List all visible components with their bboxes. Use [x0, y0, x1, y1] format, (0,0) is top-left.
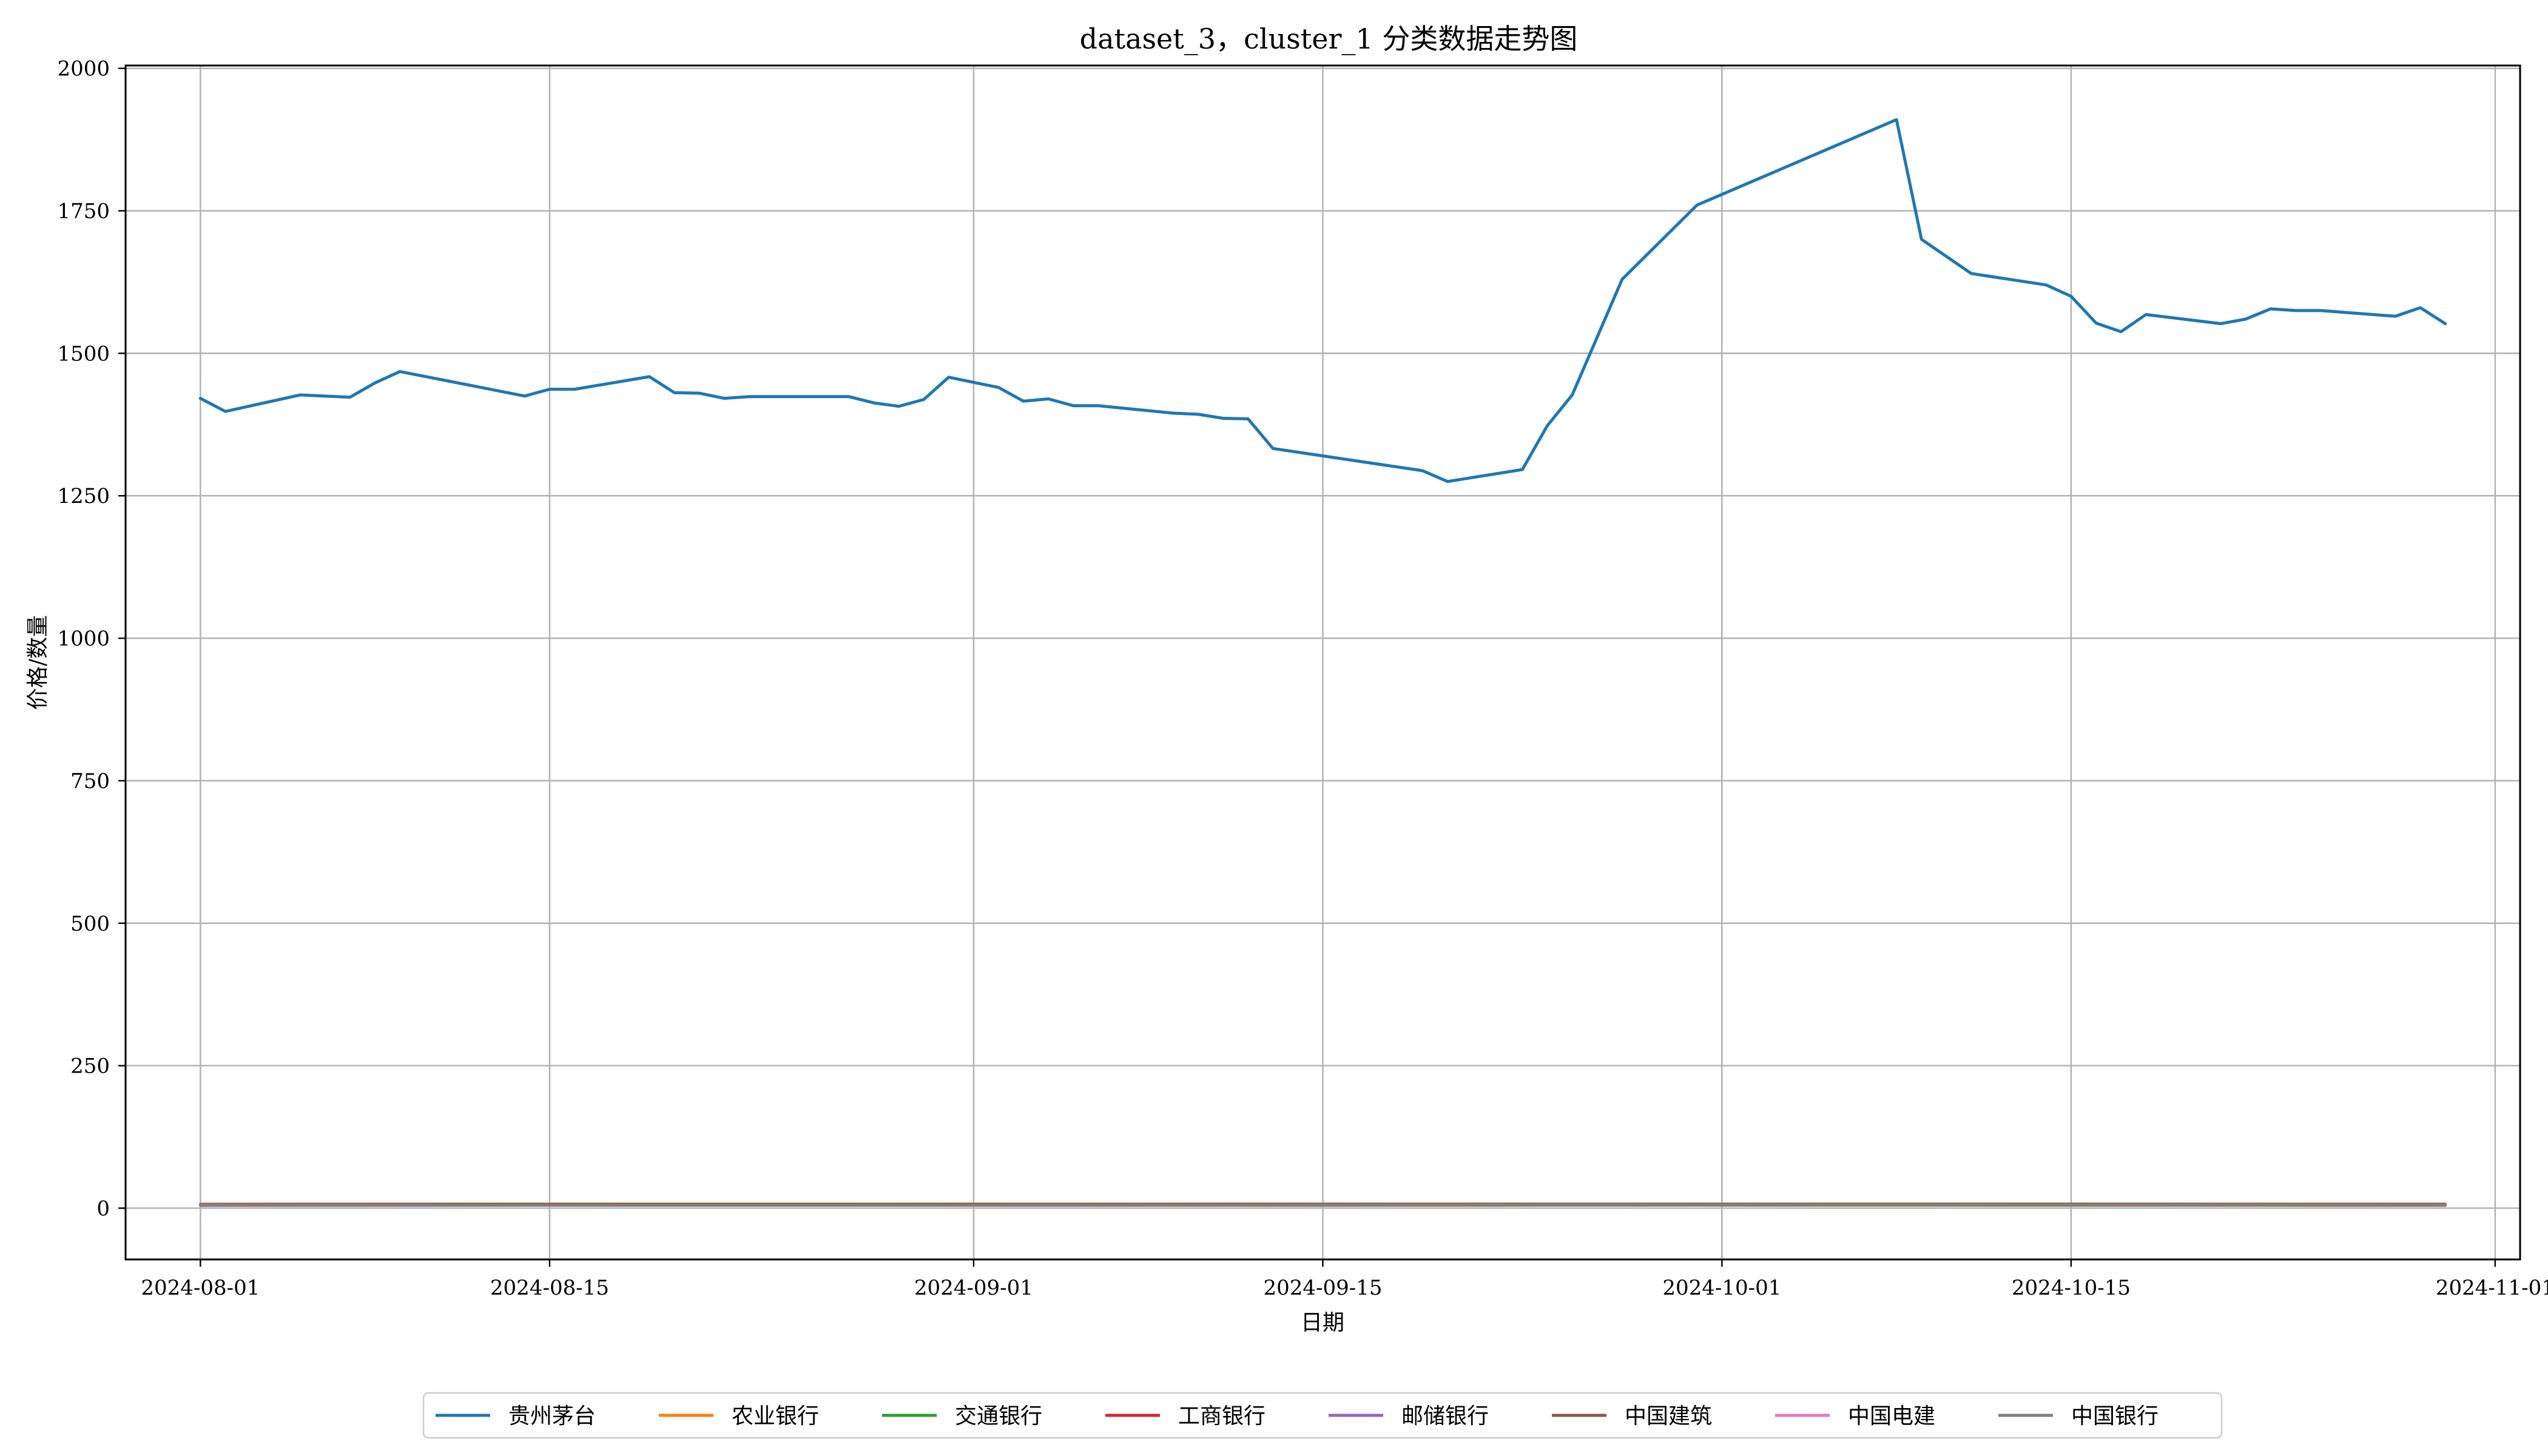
x-tick-label: 2024-08-01 [141, 1276, 260, 1300]
y-tick-label: 750 [70, 769, 110, 794]
legend: 贵州茅台 农业银行 交通银行 工商银行 邮储银行 中国建筑 中国电建 中国银行 [422, 1392, 2223, 1439]
x-axis-label: 日期 [1301, 1310, 1344, 1335]
chart-title: dataset_3，cluster_1 分类数据走势图 [1080, 22, 1578, 55]
x-tick-label: 2024-09-01 [914, 1276, 1033, 1300]
y-tick-label: 1500 [57, 342, 110, 366]
y-tick-label: 1750 [57, 200, 110, 224]
y-tick-label: 0 [96, 1196, 110, 1221]
legend-label: 工商银行 [1178, 1404, 1266, 1429]
y-axis-label: 价格/数量 [25, 615, 50, 710]
series-line-1 [198, 118, 2447, 484]
legend-box [422, 1392, 2223, 1439]
y-tick-label: 250 [70, 1054, 110, 1079]
x-tick-label: 2024-11-01 [2436, 1276, 2548, 1300]
axes: 2024-08-01 2024-08-15 2024-09-01 2024-09-15… [57, 57, 2548, 1300]
legend-label: 农业银行 [732, 1404, 819, 1429]
legend-label: 邮储银行 [1401, 1404, 1489, 1429]
legend-label: 中国电建 [1848, 1404, 1935, 1429]
legend-label: 中国建筑 [1625, 1404, 1712, 1429]
x-tick-label: 2024-10-15 [2012, 1276, 2131, 1300]
series-lines [198, 118, 2447, 1207]
y-tick-label: 500 [70, 912, 110, 936]
legend-label: 交通银行 [955, 1404, 1042, 1429]
y-tick-label: 2000 [57, 57, 110, 81]
x-tick-label: 2024-09-15 [1263, 1276, 1382, 1300]
legend-label: 贵州茅台 [508, 1404, 596, 1429]
legend-label: 中国银行 [2071, 1404, 2159, 1429]
y-tick-label: 1000 [57, 627, 110, 651]
x-tick-label: 2024-08-15 [490, 1276, 609, 1300]
x-tick-label: 2024-10-01 [1662, 1276, 1781, 1300]
grid [126, 66, 2520, 1259]
y-tick-label: 1250 [57, 484, 110, 508]
